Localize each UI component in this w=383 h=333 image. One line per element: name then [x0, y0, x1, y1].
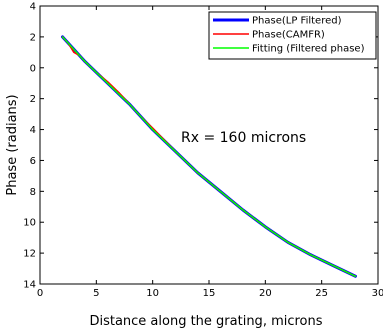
- y-tick-label: 2: [30, 94, 36, 105]
- x-tick-label: 5: [93, 288, 99, 299]
- y-tick-label: 8: [30, 187, 36, 198]
- legend-label-1: Phase(LP Filtered): [252, 16, 342, 27]
- x-tick-label: 30: [372, 288, 383, 299]
- legend-label-2: Phase(CAMFR): [252, 30, 325, 41]
- y-tick-label: 14: [23, 280, 36, 291]
- y-tick-label: 6: [30, 156, 36, 167]
- legend-label-3: Fitting (Filtered phase): [252, 44, 365, 55]
- x-tick-label: 15: [203, 288, 216, 299]
- x-tick-label: 25: [315, 288, 328, 299]
- y-tick-label: 0: [30, 63, 36, 74]
- y-tick-label: 10: [23, 218, 36, 229]
- y-tick-label: 2: [30, 32, 36, 43]
- y-tick-label: 12: [23, 249, 36, 260]
- x-axis-label: Distance along the grating, microns: [89, 314, 322, 329]
- y-axis-label: Phase (radians): [5, 94, 20, 195]
- y-tick-label: 4: [30, 125, 36, 136]
- annotation-rx: Rx = 160 microns: [181, 130, 306, 146]
- x-tick-label: 10: [146, 288, 159, 299]
- y-tick-label: 4: [30, 2, 36, 13]
- x-tick-label: 20: [259, 288, 272, 299]
- series-line-3: [61, 36, 357, 278]
- series-line-2: [61, 36, 357, 278]
- x-tick-label: 0: [37, 288, 43, 299]
- legend: Phase(LP Filtered) Phase(CAMFR) Fitting (F…: [208, 11, 377, 60]
- series-line-1: [61, 35, 357, 278]
